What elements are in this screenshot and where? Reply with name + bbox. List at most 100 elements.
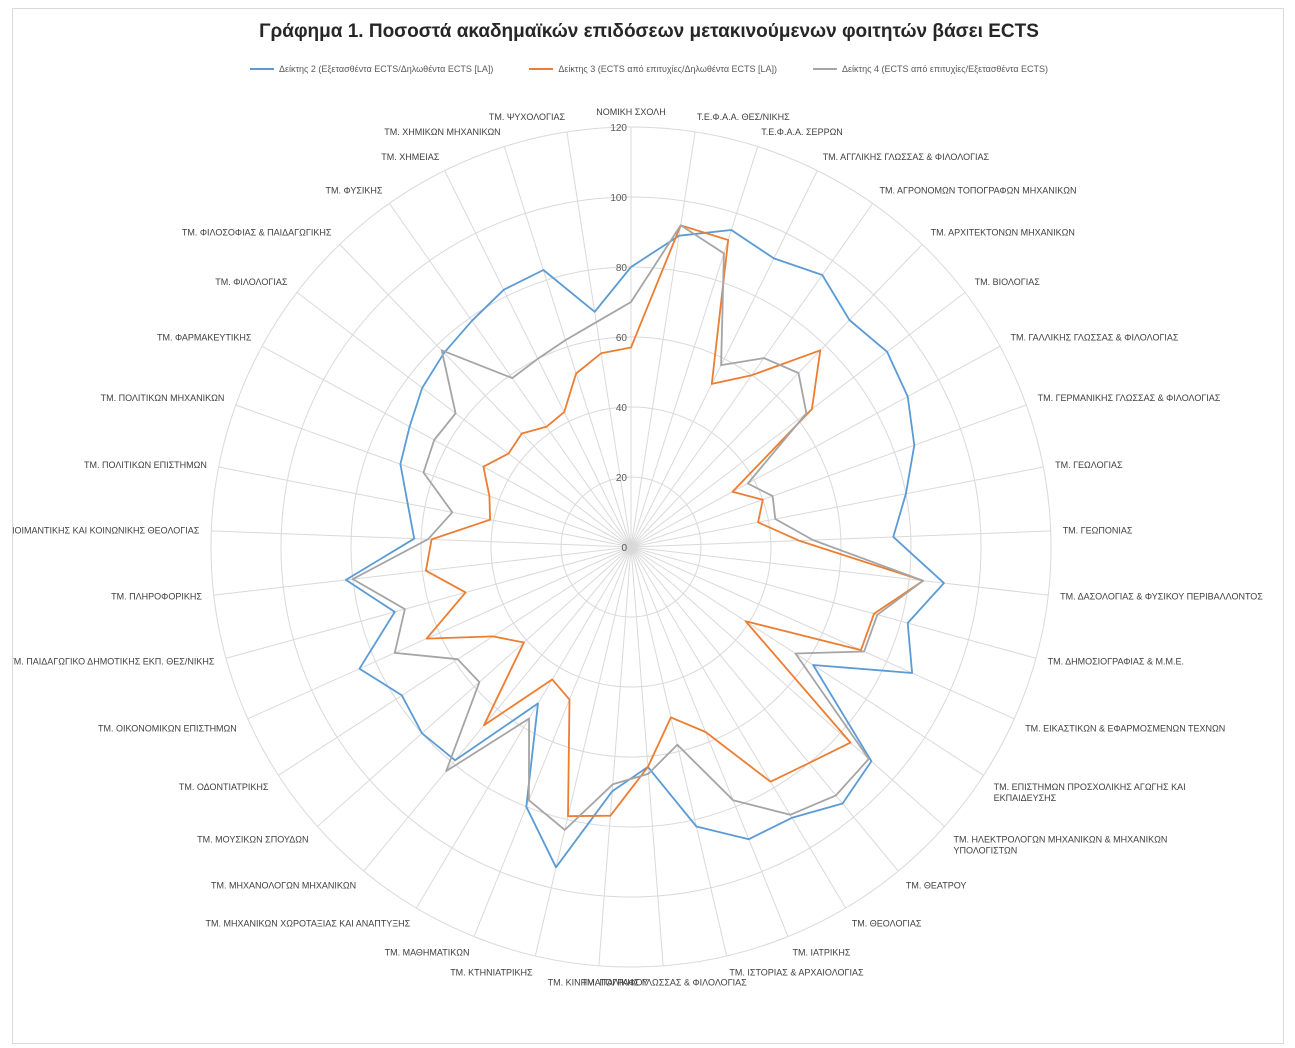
category-label-line: ΝΟΜΙΚΗ ΣΧΟΛΗ — [596, 107, 665, 117]
category-label: ΤΜ. ΑΓΡΟΝΟΜΩΝ ΤΟΠΟΓΡΑΦΩΝ ΜΗΧΑΝΙΚΩΝ — [880, 186, 1077, 196]
category-label: ΤΜ. ΠΟΙΜΑΝΤΙΚΗΣ ΚΑΙ ΚΟΙΝΩΝΙΚΗΣ ΘΕΟΛΟΓΙΑΣ — [13, 526, 200, 536]
category-label: ΤΜ. ΚΤΗΝΙΑΤΡΙΚΗΣ — [450, 968, 533, 978]
category-label-line: ΤΜ. ΗΛΕΚΤΡΟΛΟΓΩΝ ΜΗΧΑΝΙΚΩΝ & ΜΗΧΑΝΙΚΩΝ — [954, 834, 1168, 844]
grid-spoke — [363, 546, 632, 872]
legend-item: Δείκτης 4 (ECTS από επιτυχίες/Εξετασθέντ… — [813, 64, 1048, 74]
tick-label: 120 — [610, 123, 627, 134]
category-label: ΤΜ. ΠΟΛΙΤΙΚΩΝ ΕΠΙΣΤΗΜΩΝ — [84, 460, 207, 470]
category-label-line: ΤΜ. ΘΕΑΤΡΟΥ — [906, 880, 967, 890]
category-label-line: Τ.Ε.Φ.Α.Α. ΘΕΣ/ΝΙΚΗΣ — [697, 112, 790, 122]
category-label-line: ΤΜ. ΙΣΤΟΡΙΑΣ & ΑΡΧΑΙΟΛΟΓΙΑΣ — [729, 968, 864, 978]
grid-spoke — [503, 146, 632, 548]
category-label: ΤΜ. ΨΥΧΟΛΟΓΙΑΣ — [489, 112, 566, 122]
category-label-line: ΤΜ. ΚΤΗΝΙΑΤΡΙΚΗΣ — [450, 968, 533, 978]
category-label-line: ΤΜ. ΚΙΝΗΜΑΤΟΓΡΑΦΟΥ — [548, 978, 649, 988]
category-label: ΤΜ. ΦΑΡΜΑΚΕΥΤΙΚΗΣ — [157, 333, 252, 343]
category-label-line: ΤΜ. ΠΟΙΜΑΝΤΙΚΗΣ ΚΑΙ ΚΟΙΝΩΝΙΚΗΣ ΘΕΟΛΟΓΙΑΣ — [13, 526, 200, 536]
category-label: ΤΜ. ΓΕΡΜΑΝΙΚΗΣ ΓΛΩΣΣΑΣ & ΦΙΛΟΛΟΓΙΑΣ — [1038, 393, 1221, 403]
category-label: ΤΜ. ΠΛΗΡΟΦΟΡΙΚΗΣ — [111, 592, 202, 602]
tick-label: 20 — [616, 473, 628, 484]
category-label-line: ΥΠΟΛΟΓΙΣΤΩΝ — [954, 845, 1018, 855]
category-label: ΤΜ. ΓΑΛΛΙΚΗΣ ΓΛΩΣΣΑΣ & ΦΙΛΟΛΟΓΙΑΣ — [1011, 333, 1179, 343]
category-label-line: ΤΜ. ΦΥΣΙΚΗΣ — [325, 186, 382, 196]
grid-spoke — [630, 244, 923, 548]
category-label: ΤΜ. ΜΟΥΣΙΚΩΝ ΣΠΟΥΔΩΝ — [197, 834, 308, 844]
grid-spoke — [630, 345, 1001, 548]
category-label-line: ΤΜ. ΓΕΡΜΑΝΙΚΗΣ ΓΛΩΣΣΑΣ & ΦΙΛΟΛΟΓΙΑΣ — [1038, 393, 1221, 403]
category-label-line: ΤΜ. ΜΑΘΗΜΑΤΙΚΩΝ — [385, 948, 470, 958]
radar-chart: 0 20 40 60 80 100 120 ΝΟΜΙΚΗ ΣΧΟΛΗ Τ.Ε.Φ.Α.Α. ΘΕ… — [13, 107, 1263, 988]
category-label: ΤΜ. ΕΠΙΣΤΗΜΩΝ ΠΡΟΣΧΟΛΙΚΗΣ ΑΓΩΓΗΣ ΚΑΙ ΕΚΠΑ… — [994, 782, 1186, 803]
category-label: ΤΜ. ΜΑΘΗΜΑΤΙΚΩΝ — [385, 948, 470, 958]
legend-swatch — [813, 68, 838, 70]
category-label-line: ΤΜ. ΘΕΟΛΟΓΙΑΣ — [852, 918, 922, 928]
category-label: ΤΜ. ΓΕΩΠΟΝΙΑΣ — [1063, 526, 1133, 536]
category-label-line: ΤΜ. ΟΔΟΝΤΙΑΤΡΙΚΗΣ — [179, 782, 269, 792]
category-label-line: ΤΜ. ΓΕΩΠΟΝΙΑΣ — [1063, 526, 1133, 536]
category-label-line: ΤΜ. ΓΕΩΛΟΓΙΑΣ — [1055, 460, 1123, 470]
legend-label: Δείκτης 2 (Εξετασθέντα ECTS/Δηλωθέντα EC… — [278, 64, 494, 74]
grid-spoke — [630, 546, 728, 957]
grid-spoke — [317, 546, 632, 827]
chart-title: Γράφημα 1. Ποσοστά ακαδημαϊκών επιδόσεων… — [259, 21, 1039, 42]
category-label-line: ΤΜ. ΙΤΑΛΙΚΗΣ ΓΛΩΣΣΑΣ & ΦΙΛΟΛΟΓΙΑΣ — [582, 978, 748, 988]
grid-spoke — [630, 546, 1049, 596]
category-label: ΤΜ. ΜΗΧΑΝΙΚΩΝ ΧΩΡΟΤΑΞΙΑΣ ΚΑΙ ΑΝΑΠΤΥΞΗΣ — [206, 918, 411, 928]
category-label-line: ΤΜ. ΠΟΛΙΤΙΚΩΝ ΕΠΙΣΤΗΜΩΝ — [84, 460, 207, 470]
category-label: ΤΜ. ΔΑΣΟΛΟΓΙΑΣ & ΦΥΣΙΚΟΥ ΠΕΡΙΒΑΛΛΟΝΤΟΣ — [1060, 592, 1263, 602]
radar-grid — [210, 126, 1052, 968]
category-label-line: ΤΜ. ΔΑΣΟΛΟΓΙΑΣ & ΦΥΣΙΚΟΥ ΠΕΡΙΒΑΛΛΟΝΤΟΣ — [1060, 592, 1263, 602]
category-label: ΤΜ. ΘΕΟΛΟΓΙΑΣ — [852, 918, 922, 928]
category-label-line: ΤΜ. ΠΟΛΙΤΙΚΩΝ ΜΗΧΑΝΙΚΩΝ — [101, 393, 225, 403]
tick-label: 40 — [616, 403, 628, 414]
grid-spoke — [225, 546, 632, 659]
legend-label: Δείκτης 4 (ECTS από επιτυχίες/Εξετασθέντ… — [842, 64, 1049, 74]
category-label-line: ΤΜ. ΜΟΥΣΙΚΩΝ ΣΠΟΥΔΩΝ — [197, 834, 308, 844]
category-label-line: ΕΚΠΑΙΔΕΥΣΗΣ — [994, 793, 1057, 803]
category-label: ΤΜ. ΘΕΑΤΡΟΥ — [906, 880, 967, 890]
category-label-line: ΤΜ. ΑΡΧΙΤΕΚΤΟΝΩΝ ΜΗΧΑΝΙΚΩΝ — [931, 228, 1075, 238]
category-label-line: ΤΜ. ΦΙΛΟΛΟΓΙΑΣ — [215, 277, 288, 287]
category-label-line: ΤΜ. ΜΗΧΑΝΟΛΟΓΩΝ ΜΗΧΑΝΙΚΩΝ — [211, 880, 356, 890]
grid-spoke — [630, 131, 696, 548]
chart-legend: Δείκτης 2 (Εξετασθέντα ECTS/Δηλωθέντα EC… — [13, 64, 1285, 74]
category-label: ΤΜ. ΟΙΚΟΝΟΜΙΚΩΝ ΕΠΙΣΤΗΜΩΝ — [98, 724, 237, 734]
category-label: ΤΜ. ΒΙΟΛΟΓΙΑΣ — [975, 277, 1041, 287]
category-label: ΤΜ. ΦΙΛΟΣΟΦΙΑΣ & ΠΑΙΔΑΓΩΓΙΚΗΣ — [182, 228, 332, 238]
tick-label: 100 — [610, 193, 627, 204]
series-line-3 — [351, 224, 924, 831]
category-label-line: ΤΜ. ΧΗΜΙΚΩΝ ΜΗΧΑΝΙΚΩΝ — [384, 127, 500, 137]
category-label-line: ΤΜ. ΙΑΤΡΙΚΗΣ — [793, 948, 851, 958]
category-label: ΤΜ. ΗΛΕΚΤΡΟΛΟΓΩΝ ΜΗΧΑΝΙΚΩΝ & ΜΗΧΑΝΙΚΩΝ ΥΠ… — [954, 834, 1168, 855]
grid-spoke — [598, 546, 632, 966]
category-label: ΤΜ. ΙΑΤΡΙΚΗΣ — [793, 948, 851, 958]
category-label-line: ΤΜ. ΧΗΜΕΙΑΣ — [381, 152, 440, 162]
grid-spoke — [534, 546, 632, 957]
category-label-line: ΤΜ. ΕΠΙΣΤΗΜΩΝ ΠΡΟΣΧΟΛΙΚΗΣ ΑΓΩΓΗΣ ΚΑΙ — [994, 782, 1186, 792]
category-label: ΤΜ. ΦΙΛΟΛΟΓΙΑΣ — [215, 277, 288, 287]
legend-swatch — [249, 68, 274, 70]
grid-spoke — [339, 244, 632, 548]
category-label-line: Τ.Ε.Φ.Α.Α. ΣΕΡΡΩΝ — [761, 127, 843, 137]
category-label: ΤΜ. ΟΔΟΝΤΙΑΤΡΙΚΗΣ — [179, 782, 269, 792]
grid-spoke — [630, 291, 966, 548]
legend-item: Δείκτης 2 (Εξετασθέντα ECTS/Δηλωθέντα EC… — [249, 64, 494, 74]
category-label-line: ΤΜ. ΒΙΟΛΟΓΙΑΣ — [975, 277, 1041, 287]
category-label-line: ΤΜ. ΠΛΗΡΟΦΟΡΙΚΗΣ — [111, 592, 202, 602]
tick-label: 0 — [621, 543, 627, 554]
grid-spoke — [630, 546, 1037, 659]
grid-spoke — [630, 404, 1027, 548]
category-label-line: ΤΜ. ΦΙΛΟΣΟΦΙΑΣ & ΠΑΙΔΑΓΩΓΙΚΗΣ — [182, 228, 332, 238]
grid-spoke — [261, 345, 632, 548]
grid-spoke — [630, 170, 818, 548]
chart-frame: Γράφημα 1. Ποσοστά ακαδημαϊκών επιδόσεων… — [12, 8, 1284, 1044]
category-label: ΤΜ. ΦΥΣΙΚΗΣ — [325, 186, 382, 196]
category-label: Τ.Ε.Φ.Α.Α. ΣΕΡΡΩΝ — [761, 127, 843, 137]
category-label: Τ.Ε.Φ.Α.Α. ΘΕΣ/ΝΙΚΗΣ — [697, 112, 790, 122]
category-label: ΤΜ. ΑΓΓΛΙΚΗΣ ΓΛΩΣΣΑΣ & ΦΙΛΟΛΟΓΙΑΣ — [823, 152, 990, 162]
category-label: ΤΜ. ΜΗΧΑΝΟΛΟΓΩΝ ΜΗΧΑΝΙΚΩΝ — [211, 880, 356, 890]
category-label-line: ΤΜ. ΔΗΜΟΣΙΟΓΡΑΦΙΑΣ & Μ.Μ.Ε. — [1048, 657, 1184, 667]
category-label: ΤΜ. ΑΡΧΙΤΕΚΤΟΝΩΝ ΜΗΧΑΝΙΚΩΝ — [931, 228, 1075, 238]
category-label-line: ΤΜ. ΓΑΛΛΙΚΗΣ ΓΛΩΣΣΑΣ & ΦΙΛΟΛΟΓΙΑΣ — [1011, 333, 1179, 343]
grid-spoke — [247, 546, 632, 720]
